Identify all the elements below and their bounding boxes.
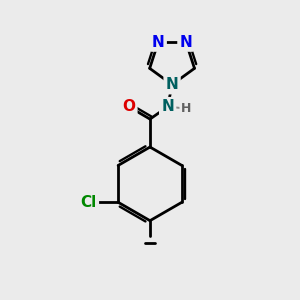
Text: N: N <box>161 99 174 114</box>
Text: O: O <box>122 99 135 114</box>
Text: N: N <box>180 34 192 50</box>
Text: N: N <box>166 77 178 92</box>
Text: H: H <box>181 102 192 115</box>
Text: N: N <box>152 34 165 50</box>
Text: Cl: Cl <box>81 195 97 210</box>
